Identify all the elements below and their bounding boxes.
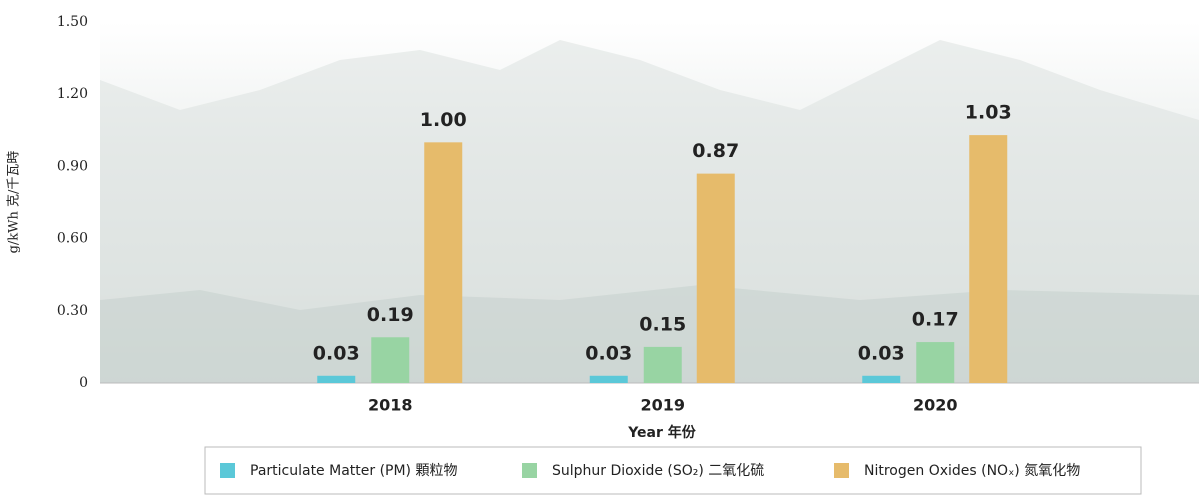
bar [862, 376, 900, 383]
value-label: 0.17 [912, 309, 959, 331]
value-label: 0.03 [858, 342, 905, 364]
value-label: 0.87 [692, 140, 739, 162]
bar [371, 337, 409, 383]
legend-label: Sulphur Dioxide (SO₂) 二氧化硫 [552, 463, 764, 479]
x-tick-label: 2018 [368, 396, 413, 415]
bar [644, 347, 682, 383]
value-label: 1.03 [965, 102, 1012, 124]
bar [317, 376, 355, 383]
bar [590, 376, 628, 383]
value-label: 1.00 [420, 109, 467, 131]
value-label: 0.03 [313, 342, 360, 364]
legend-swatch [834, 463, 849, 478]
y-tick-label: 1.50 [57, 14, 88, 30]
x-axis-label: Year 年份 [627, 424, 697, 441]
y-tick-label: 0.60 [57, 231, 88, 247]
bar [697, 174, 735, 383]
bar [424, 142, 462, 383]
y-tick-label: 1.20 [57, 86, 88, 102]
value-label: 0.03 [585, 342, 632, 364]
value-label: 0.15 [639, 313, 686, 335]
y-tick-label: 0.30 [57, 303, 88, 319]
bar [916, 342, 954, 383]
legend-swatch [522, 463, 537, 478]
x-tick-label: 2020 [913, 396, 958, 415]
value-label: 0.19 [367, 304, 414, 326]
x-tick-label: 2019 [640, 396, 685, 415]
y-tick-label: 0 [79, 375, 88, 391]
chart: g/kWh 克/千瓦時 Year 年份 0 0.30 0.60 0.90 1.20 1.5… [0, 0, 1199, 495]
legend-swatch [220, 463, 235, 478]
y-axis-label: g/kWh 克/千瓦時 [7, 151, 22, 254]
legend-label: Particulate Matter (PM) 顆粒物 [250, 463, 457, 479]
y-tick-label: 0.90 [57, 158, 88, 174]
bar [969, 135, 1007, 383]
legend-label: Nitrogen Oxides (NOₓ) 氮氧化物 [864, 463, 1080, 479]
